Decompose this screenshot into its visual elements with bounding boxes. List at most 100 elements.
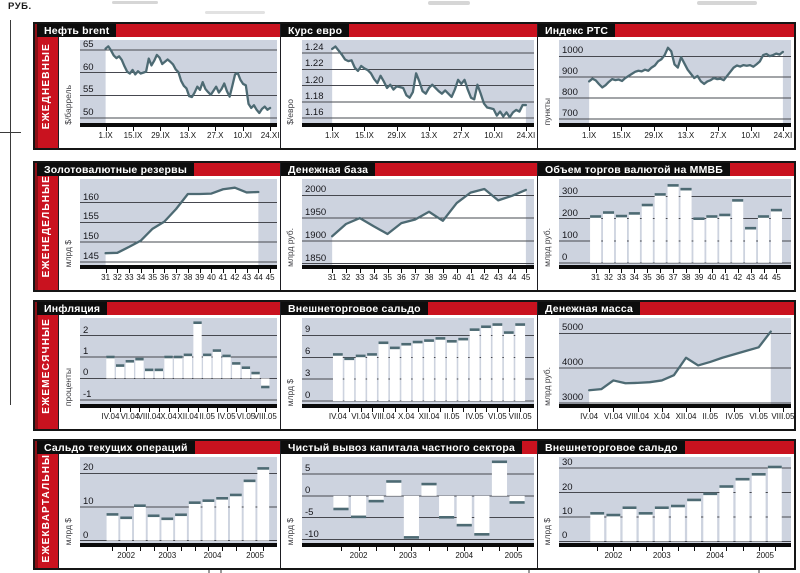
axis-tick [139, 547, 141, 551]
x-axis-label: II.05 [444, 412, 460, 421]
x-axis-label: 27.X [453, 131, 470, 140]
axis-tick [499, 547, 501, 551]
x-axis-label: 34 [629, 273, 639, 282]
chart-private-capital-outflow: млрд $ -10 -5 0 5 2002 2003 2004 2005 [280, 454, 537, 568]
x-axis-label: 32 [604, 273, 613, 282]
chart-trade-balance-monthly: млрд $ 0 3 6 9 IV.04 VI.04 VIII.04 X.04 XII.04 II.… [280, 315, 537, 429]
axis-tick [429, 269, 431, 273]
x-axis-label: 15.IX [123, 131, 143, 140]
axis-tick [698, 269, 700, 273]
axis-tick [470, 269, 472, 273]
x-axis-label: IV.04 [580, 412, 599, 421]
plot-area [302, 179, 534, 273]
page-rule-vertical [10, 20, 11, 405]
axis-tick [401, 269, 403, 273]
x-axis-label: 2002 [604, 551, 623, 560]
x-axis-label: 33 [616, 273, 626, 282]
chart-canvas [302, 187, 534, 269]
y-axis-unit-label: млрд руб. [285, 228, 295, 267]
x-axis-line [302, 543, 534, 547]
x-axis-label: 34 [136, 273, 146, 282]
x-axis-label: 2003 [652, 551, 671, 560]
y-axis-label: 1.18 [305, 90, 324, 102]
axis-tick [234, 269, 236, 273]
x-axis-label: 1.IX [582, 131, 597, 140]
y-axis-unit-label: млрд $ [285, 378, 295, 406]
axis-tick [613, 408, 615, 412]
x-axis-label: II.05 [199, 412, 215, 421]
axis-tick [485, 408, 487, 412]
row-daily: ЕЖЕДНЕВНЫЕ Нефть brent $/баррель 50 55 60 65 1.… [33, 22, 796, 150]
x-axis-line [302, 265, 534, 269]
plot-area [80, 457, 277, 551]
x-axis-label: 24.XI [516, 131, 536, 140]
x-axis-line [80, 404, 277, 408]
x-axis-label: VI.05 [236, 412, 256, 421]
x-axis-label: 43 [242, 273, 252, 282]
x-axis-label: 31 [101, 273, 111, 282]
print-artifact [220, 569, 222, 573]
chart-inflation: проценты -1 0 1 2 IV.04 VI.04 VIII.04 X.04 XII.04… [58, 315, 280, 429]
x-axis-line [80, 265, 277, 269]
x-axis-label: 35 [148, 273, 158, 282]
x-axis-label: 2003 [398, 551, 417, 560]
x-axis-label: 45 [265, 273, 275, 282]
axis-tick [442, 269, 444, 273]
y-axis-label: 1000 [562, 45, 584, 57]
axis-tick [359, 269, 361, 273]
axis-tick [129, 408, 131, 412]
axis-tick [512, 269, 514, 273]
y-axis-unit-label: пункты [542, 97, 552, 125]
axis-tick [734, 408, 736, 412]
axis-tick [718, 127, 720, 131]
y-axis-label: 6 [305, 346, 311, 358]
y-axis-label: 800 [562, 87, 578, 99]
row-period-label: ЕЖЕНЕДЕЛЬНЫЕ [41, 175, 52, 278]
axis-tick [589, 127, 591, 131]
axis-tick [364, 127, 366, 131]
x-axis-label: VI.04 [351, 412, 370, 421]
y-axis-label: 155 [83, 211, 99, 223]
x-axis-label: IV.05 [465, 412, 484, 421]
print-artifact [758, 569, 760, 573]
x-axis-label: 2005 [246, 551, 264, 560]
y-axis-label: 0 [305, 390, 311, 402]
x-axis-label: 38 [183, 273, 193, 282]
y-axis-label: 200 [562, 207, 578, 219]
axis-tick [411, 547, 413, 551]
y-axis-label: 50 [83, 106, 94, 118]
axis-tick [149, 408, 151, 412]
x-axis-line [559, 265, 791, 269]
y-axis-label: 1.22 [305, 58, 324, 70]
chart-canvas [80, 45, 277, 127]
x-axis-label: 44 [507, 273, 517, 282]
x-axis-label: 27.X [710, 131, 727, 140]
chart-gold-reserves: млрд $ 145 150 155 160 31 32 33 34 35 36 37 38 39 40 41… [58, 176, 280, 290]
x-axis-label: X.04 [160, 412, 177, 421]
panel-divider [58, 163, 59, 290]
y-axis-unit-label: млрд $ [285, 517, 295, 545]
x-axis-label: II.05 [702, 412, 719, 421]
y-axis-label: 4000 [562, 357, 584, 369]
chart-title-chart-gold-reserves: Золотовалютные резервы [37, 163, 194, 176]
axis-tick [208, 547, 210, 551]
axis-tick [446, 547, 448, 551]
x-axis-label: 39 [438, 273, 448, 282]
chart-canvas [80, 186, 277, 269]
y-axis-label: 65 [83, 38, 94, 50]
y-axis-label: -10 [305, 528, 319, 540]
y-axis-label: 5000 [562, 322, 584, 334]
axis-tick [440, 408, 442, 412]
x-axis-label: 41 [720, 273, 730, 282]
axis-tick [105, 269, 107, 273]
x-axis-line [302, 123, 534, 127]
chart-canvas [80, 467, 277, 542]
print-artifact [428, 1, 470, 5]
plot-area [80, 318, 277, 412]
axis-tick [396, 127, 398, 131]
axis-tick [236, 408, 238, 412]
x-axis-label: 35 [383, 273, 392, 282]
axis-tick [140, 269, 142, 273]
x-axis-label: 42 [733, 273, 743, 282]
axis-tick [763, 269, 765, 273]
